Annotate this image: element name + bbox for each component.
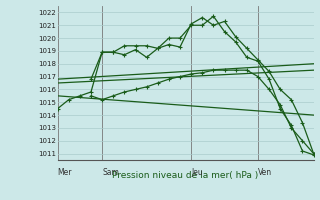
Text: Jeu: Jeu	[191, 168, 203, 177]
Text: Ven: Ven	[258, 168, 272, 177]
Text: Sam: Sam	[102, 168, 119, 177]
Text: Mer: Mer	[58, 168, 72, 177]
X-axis label: Pression niveau de la mer( hPa ): Pression niveau de la mer( hPa )	[112, 171, 259, 180]
